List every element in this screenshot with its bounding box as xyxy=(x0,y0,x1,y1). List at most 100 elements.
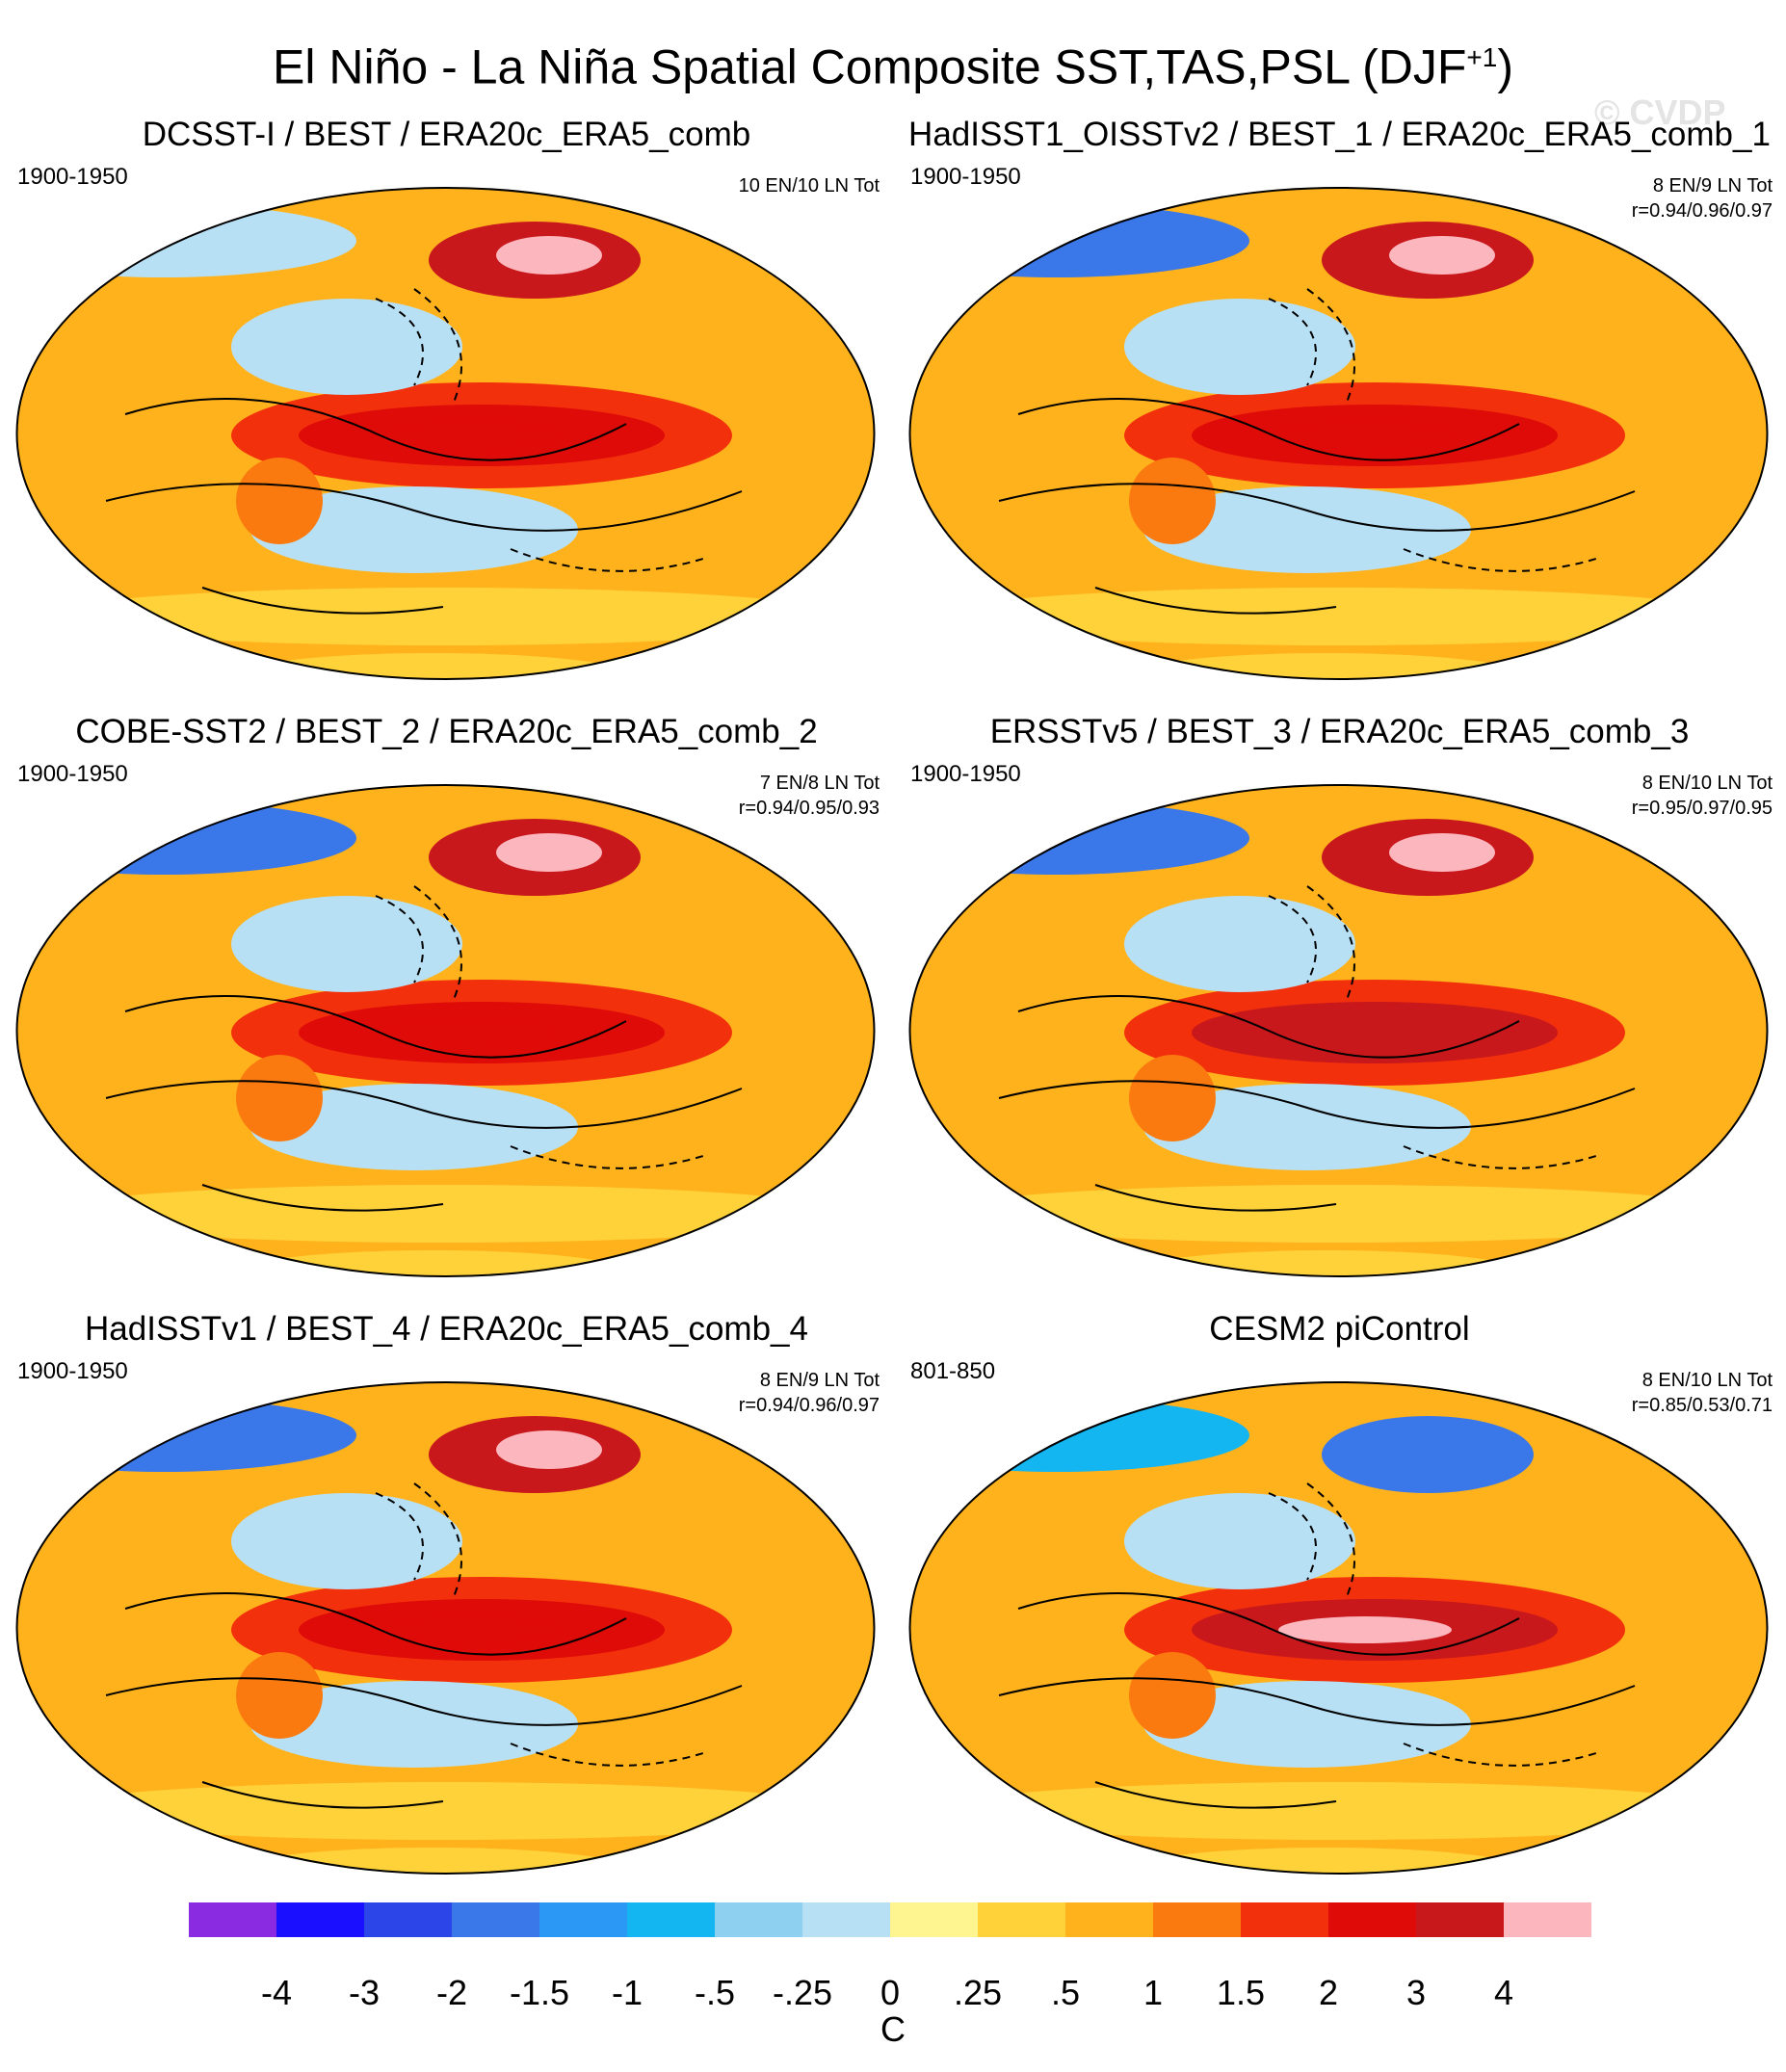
psl-contour-positive xyxy=(201,1781,444,1809)
psl-contour-positive xyxy=(124,1592,627,1656)
panel-period: 801-850 xyxy=(910,1358,996,1384)
panel-title: CESM2 piControl xyxy=(1209,1310,1470,1348)
psl-contour-negative xyxy=(375,895,424,984)
panel-title: COBE-SST2 / BEST_2 / ERA20c_ERA5_comb_2 xyxy=(75,713,818,750)
southern-ocean-cool xyxy=(39,1782,848,1840)
south-pacific-cool xyxy=(1143,1681,1471,1768)
panel-event-count: 10 EN/10 LN Tot xyxy=(738,175,880,197)
psl-contour-negative xyxy=(1306,288,1355,406)
southern-ocean-cool xyxy=(932,1185,1741,1243)
title-superscript: +1 xyxy=(1466,42,1498,72)
southern-ocean-cool xyxy=(932,588,1741,645)
psl-contour-positive xyxy=(1094,587,1337,615)
south-pacific-cool xyxy=(1143,1084,1471,1170)
colorbar-swatch xyxy=(978,1902,1065,1937)
panel-correlation: r=0.95/0.97/0.95 xyxy=(1631,798,1773,819)
australia-warm xyxy=(1129,1055,1216,1141)
antarctica-band xyxy=(241,1848,626,1874)
map-border xyxy=(908,187,1769,680)
colorbar-swatch xyxy=(627,1902,715,1937)
psl-contour-negative xyxy=(1306,1482,1355,1600)
panel-period: 1900-1950 xyxy=(910,761,1021,787)
tropical-pacific-peak xyxy=(1278,1616,1452,1643)
south-pacific-cool xyxy=(250,1084,578,1170)
title-close: ) xyxy=(1497,39,1513,94)
psl-contour-positive xyxy=(105,483,743,532)
psl-contour-positive xyxy=(1094,1184,1337,1212)
north-pacific-cool xyxy=(231,1493,462,1589)
panel-title: HadISST1_OISSTv2 / BEST_1 / ERA20c_ERA5_… xyxy=(908,116,1771,153)
psl-contour-negative xyxy=(375,1492,424,1581)
colorbar-tick-label: -1 xyxy=(611,1973,643,2012)
colorbar-swatch xyxy=(1241,1902,1328,1937)
psl-contour-positive xyxy=(105,1080,743,1129)
panel-event-count: 7 EN/8 LN Tot xyxy=(759,773,880,794)
colorbar-tick-label: 0 xyxy=(880,1973,901,2012)
psl-contour-positive xyxy=(124,995,627,1059)
colorbar-tick-label: -4 xyxy=(260,1973,293,2012)
colorbar-tick-label: -1.5 xyxy=(509,1973,570,2012)
australia-warm xyxy=(236,1055,323,1141)
psl-contour-positive xyxy=(1017,398,1520,461)
map-panel: HadISST1_OISSTv2 / BEST_1 / ERA20c_ERA5_… xyxy=(893,116,1786,713)
psl-contour-negative xyxy=(375,298,424,386)
psl-contour-positive xyxy=(201,1184,444,1212)
panel-correlation: r=0.94/0.96/0.97 xyxy=(738,1395,880,1416)
colorbar-tick-label: 1.5 xyxy=(1216,1973,1266,2012)
psl-contour-negative xyxy=(510,548,704,572)
north-pacific-cool xyxy=(1124,299,1355,395)
colorbar-tick-label: .25 xyxy=(953,1973,1003,2012)
psl-contour-positive xyxy=(124,398,627,461)
colorbar-tick-label: -.5 xyxy=(694,1973,736,2012)
colorbar-swatch xyxy=(1328,1902,1416,1937)
north-pacific-cool xyxy=(1124,1493,1355,1589)
psl-contour-positive xyxy=(998,1677,1636,1726)
colorbar-tick-label: .5 xyxy=(1050,1973,1081,2012)
map-plot xyxy=(908,784,1769,1277)
panel-correlation: r=0.94/0.96/0.97 xyxy=(1631,200,1773,222)
psl-contour-negative xyxy=(1306,885,1355,1003)
panel-period: 1900-1950 xyxy=(17,761,128,787)
colorbar xyxy=(189,1902,1591,1937)
panel-period: 1900-1950 xyxy=(910,164,1021,190)
south-pacific-cool xyxy=(250,1681,578,1768)
psl-contour-positive xyxy=(1017,995,1520,1059)
tropical-pacific-peak xyxy=(385,1019,559,1046)
psl-contour-negative xyxy=(1403,1145,1597,1169)
arctic-north-america-core xyxy=(496,833,602,872)
australia-warm xyxy=(236,1652,323,1739)
psl-contour-positive xyxy=(1094,1781,1337,1809)
antarctica-band xyxy=(241,653,626,679)
map-border xyxy=(15,1381,876,1875)
antarctica-band xyxy=(241,1250,626,1276)
colorbar-tick-label: 3 xyxy=(1405,1973,1427,2012)
map-plot xyxy=(15,1381,876,1875)
psl-contour-negative xyxy=(413,885,462,1003)
colorbar-swatch xyxy=(539,1902,627,1937)
psl-contour-negative xyxy=(1268,895,1317,984)
colorbar-swatch xyxy=(364,1902,452,1937)
panel-event-count: 8 EN/9 LN Tot xyxy=(1652,175,1773,197)
colorbar-swatch xyxy=(1504,1902,1591,1937)
australia-warm xyxy=(1129,1652,1216,1739)
colorbar-swatch xyxy=(1416,1902,1504,1937)
panel-period: 1900-1950 xyxy=(17,1358,128,1384)
panel-title: DCSST-I / BEST / ERA20c_ERA5_comb xyxy=(142,116,751,153)
page-title: El Niño - La Niña Spatial Composite SST,… xyxy=(0,29,1786,96)
map-border xyxy=(908,784,1769,1277)
psl-contour-positive xyxy=(201,587,444,615)
psl-contour-positive xyxy=(998,1080,1636,1129)
north-pacific-cool xyxy=(231,299,462,395)
map-border xyxy=(15,784,876,1277)
panel-title: ERSSTv5 / BEST_3 / ERA20c_ERA5_comb_3 xyxy=(989,713,1690,750)
map-panel: CESM2 piControl 801-850 8 EN/10 LN Tot r=0.… xyxy=(893,1310,1786,1907)
title-main: El Niño - La Niña Spatial Composite SST,… xyxy=(273,39,1467,94)
colorbar-swatch xyxy=(802,1902,890,1937)
colorbar-swatch xyxy=(276,1902,364,1937)
psl-contour-negative xyxy=(1268,1492,1317,1581)
arctic-north-america-core xyxy=(496,236,602,275)
colorbar-swatch xyxy=(1153,1902,1241,1937)
australia-warm xyxy=(1129,458,1216,544)
map-plot xyxy=(908,187,1769,680)
psl-contour-positive xyxy=(998,483,1636,532)
